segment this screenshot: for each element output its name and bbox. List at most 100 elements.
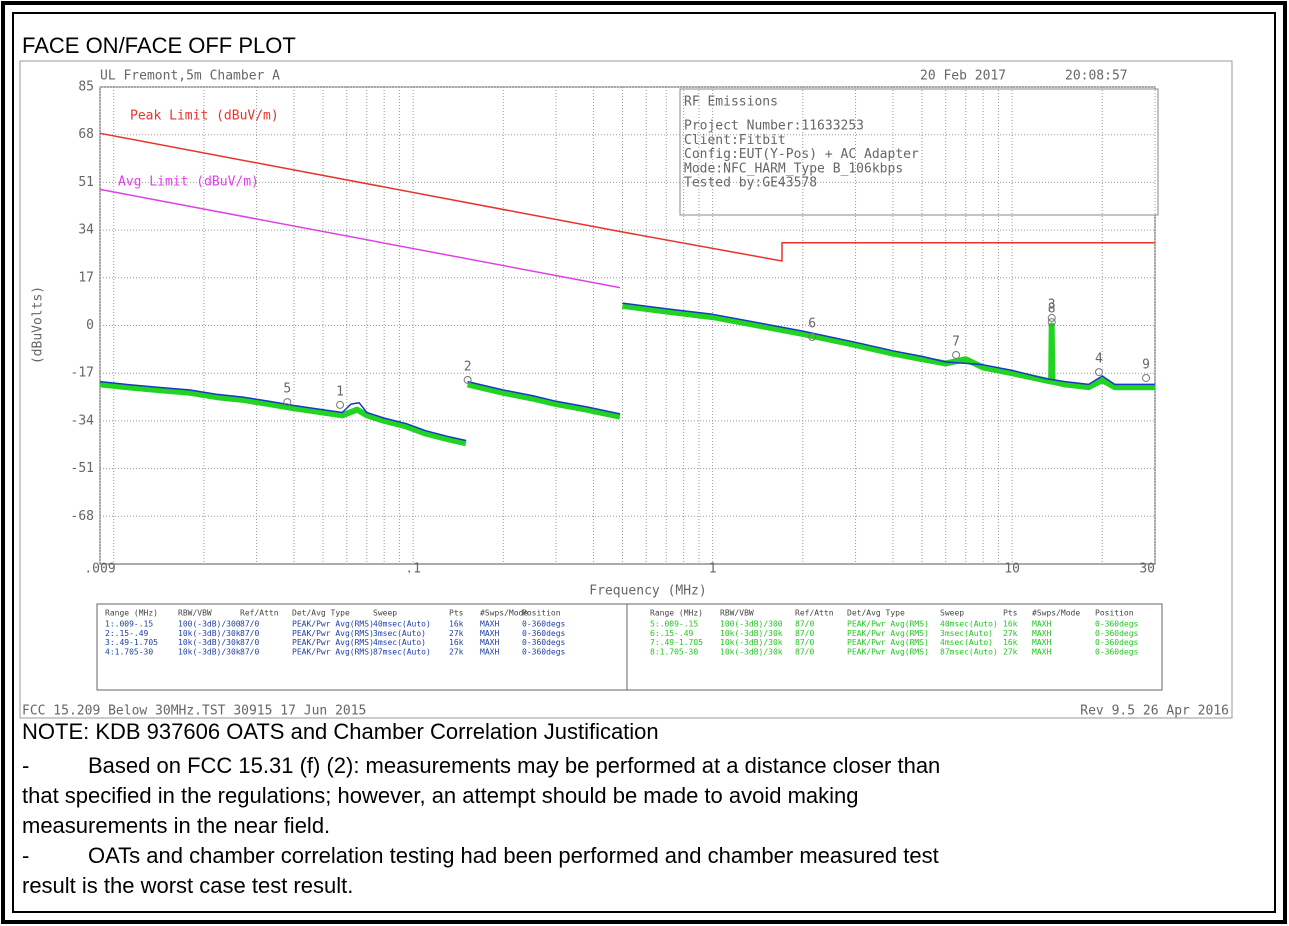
y-tick-label: -34 bbox=[71, 413, 95, 428]
table-cell: 40msec(Auto) bbox=[373, 620, 431, 629]
table-header: Pts bbox=[449, 609, 464, 618]
marker-label: 5 bbox=[283, 382, 291, 397]
table-cell: 3msec(Auto) bbox=[373, 629, 426, 638]
note-bullet: - bbox=[22, 753, 29, 778]
x-tick-label: 30 bbox=[1139, 562, 1155, 577]
note-heading: NOTE: KDB 937606 OATS and Chamber Correl… bbox=[22, 719, 659, 744]
table-cell: 0-360degs bbox=[522, 629, 566, 638]
marker-label: 2 bbox=[464, 359, 472, 374]
table-cell: 3msec(Auto) bbox=[940, 629, 993, 638]
x-tick-label: .009 bbox=[84, 562, 115, 577]
y-tick-label: 85 bbox=[78, 80, 94, 95]
table-cell: 0-360degs bbox=[1095, 647, 1139, 656]
marker bbox=[808, 333, 817, 342]
table-cell: MAXH bbox=[480, 629, 499, 638]
table-cell: 87/0 bbox=[795, 620, 814, 629]
x-tick-label: 1 bbox=[709, 562, 717, 577]
table-cell: 87/0 bbox=[240, 638, 259, 647]
time: 20:08:57 bbox=[1065, 69, 1128, 84]
table-cell: 87/0 bbox=[795, 647, 814, 656]
note-line: OATs and chamber correlation testing had… bbox=[88, 843, 939, 868]
y-tick-label: 34 bbox=[78, 223, 94, 238]
table-cell: 0-360degs bbox=[522, 638, 566, 647]
table-cell: 0-360degs bbox=[1095, 638, 1139, 647]
marker bbox=[952, 350, 961, 359]
marker-label: 4 bbox=[1095, 352, 1103, 367]
settings-table bbox=[96, 603, 1163, 691]
table-cell: 0-360degs bbox=[1095, 620, 1139, 629]
note-bullet: - bbox=[22, 843, 29, 868]
table-cell: 16k bbox=[1003, 638, 1018, 647]
marker bbox=[463, 375, 472, 384]
page-title: FACE ON/FACE OFF PLOT bbox=[22, 33, 296, 58]
table-cell: MAXH bbox=[480, 638, 499, 647]
note-line: measurements in the near field. bbox=[22, 813, 330, 838]
table-cell: 27k bbox=[449, 629, 464, 638]
info-box bbox=[679, 88, 1159, 216]
table-header: #Swps/Mode bbox=[480, 609, 528, 618]
table-header: Position bbox=[1095, 609, 1134, 618]
table-cell: 100(-3dB)/300 bbox=[720, 620, 783, 629]
table-cell: 27k bbox=[449, 647, 464, 656]
table-cell: 4msec(Auto) bbox=[373, 638, 426, 647]
table-cell: MAXH bbox=[1032, 638, 1051, 647]
table-header: Ref/Attn bbox=[240, 609, 279, 618]
table-cell: 87msec(Auto) bbox=[373, 647, 431, 656]
table-cell: PEAK/Pwr Avg(RMS) bbox=[292, 638, 374, 647]
y-tick-label: -68 bbox=[71, 509, 94, 524]
marker-label: 6 bbox=[808, 317, 816, 332]
legend-label: Peak Limit (dBuV/m) bbox=[130, 109, 279, 124]
marker bbox=[1094, 368, 1103, 377]
note-line: that specified in the regulations; howev… bbox=[22, 783, 859, 808]
table-cell: 8:1.705-30 bbox=[650, 647, 698, 656]
marker-label: 3 bbox=[1048, 297, 1056, 312]
table-cell: MAXH bbox=[480, 647, 499, 656]
info-line: Client:Fitbit bbox=[684, 133, 786, 148]
chart-frame bbox=[19, 60, 1233, 719]
date: 20 Feb 2017 bbox=[920, 69, 1006, 84]
table-cell: 16k bbox=[1003, 620, 1018, 629]
table-cell: PEAK/Pwr Avg(RMS) bbox=[847, 629, 929, 638]
info-line: Tested by:GE43578 bbox=[684, 176, 817, 191]
table-header: Range (MHz) bbox=[650, 609, 703, 618]
marker-label: 8 bbox=[1048, 302, 1056, 317]
marker bbox=[1047, 313, 1056, 322]
table-cell: MAXH bbox=[480, 620, 499, 629]
info-line: Project Number:11633253 bbox=[684, 119, 864, 134]
marker bbox=[1047, 318, 1056, 327]
table-cell: 10k(-3dB)/30k bbox=[720, 638, 783, 647]
table-cell: 40msec(Auto) bbox=[940, 620, 998, 629]
table-cell: MAXH bbox=[1032, 620, 1051, 629]
table-header: Position bbox=[522, 609, 561, 618]
table-cell: 27k bbox=[1003, 647, 1018, 656]
table-cell: PEAK/Pwr Avg(RMS) bbox=[292, 629, 374, 638]
y-tick-label: -17 bbox=[71, 366, 94, 381]
table-cell: 0-360degs bbox=[522, 620, 566, 629]
table-cell: 3:.49-1.705 bbox=[105, 638, 158, 647]
series-line bbox=[99, 381, 467, 447]
table-cell: MAXH bbox=[1032, 647, 1051, 656]
x-axis-label: Frequency (MHz) bbox=[589, 584, 706, 599]
marker bbox=[336, 400, 345, 409]
table-header: Pts bbox=[1003, 609, 1018, 618]
table-header: #Swps/Mode bbox=[1032, 609, 1080, 618]
table-cell: 16k bbox=[449, 638, 464, 647]
table-cell: 7:.49-1.705 bbox=[650, 638, 703, 647]
table-cell: 0-360degs bbox=[522, 647, 566, 656]
table-header: Det/Avg Type bbox=[847, 609, 905, 618]
table-cell: 10k(-3dB)/30k bbox=[720, 647, 783, 656]
note-line: Based on FCC 15.31 (f) (2): measurements… bbox=[88, 753, 940, 778]
table-cell: 87msec(Auto) bbox=[940, 647, 998, 656]
y-tick-label: 68 bbox=[78, 127, 94, 142]
table-header: RBW/VBW bbox=[720, 609, 754, 618]
info-line: Config:EUT(Y-Pos) + AC Adapter bbox=[684, 147, 919, 162]
table-cell: PEAK/Pwr Avg(RMS) bbox=[847, 638, 929, 647]
table-cell: PEAK/Pwr Avg(RMS) bbox=[847, 647, 929, 656]
table-cell: 0-360degs bbox=[1095, 629, 1139, 638]
marker bbox=[1142, 373, 1151, 382]
table-header: Range (MHz) bbox=[105, 609, 158, 618]
table-cell: 87/0 bbox=[240, 620, 259, 629]
table-cell: 10k(-3dB)/30k bbox=[178, 647, 241, 656]
series-line bbox=[467, 380, 621, 415]
